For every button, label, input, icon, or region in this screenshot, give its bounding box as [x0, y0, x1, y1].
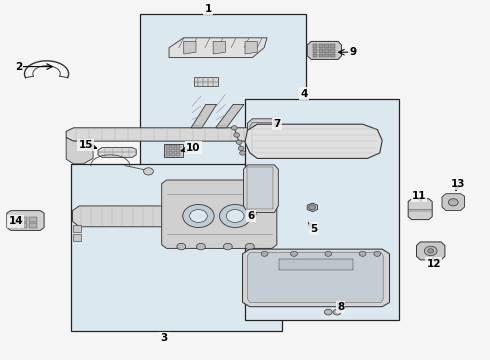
Circle shape	[220, 204, 251, 228]
Text: 10: 10	[186, 143, 201, 153]
Polygon shape	[279, 259, 353, 270]
Bar	[176, 153, 180, 156]
Polygon shape	[194, 77, 218, 86]
Bar	[11, 217, 18, 222]
Bar	[330, 44, 335, 48]
Circle shape	[309, 205, 316, 210]
Circle shape	[234, 133, 240, 137]
Circle shape	[183, 204, 214, 228]
Polygon shape	[247, 119, 277, 137]
Text: 12: 12	[426, 258, 441, 269]
Polygon shape	[164, 144, 183, 157]
Polygon shape	[245, 41, 257, 54]
Polygon shape	[191, 104, 217, 128]
Bar	[171, 149, 175, 152]
Bar	[171, 153, 175, 156]
Polygon shape	[73, 206, 176, 227]
Polygon shape	[66, 138, 93, 164]
Bar	[166, 145, 170, 148]
Bar	[330, 54, 335, 57]
Bar	[166, 149, 170, 152]
Polygon shape	[73, 234, 81, 241]
Bar	[318, 44, 323, 48]
Bar	[140, 14, 306, 180]
Bar	[176, 145, 180, 148]
Bar	[166, 153, 170, 156]
Bar	[313, 54, 317, 57]
Bar	[29, 217, 37, 222]
Circle shape	[359, 251, 366, 256]
Polygon shape	[247, 167, 273, 209]
Circle shape	[190, 210, 207, 222]
Text: 4: 4	[300, 89, 308, 99]
Polygon shape	[247, 253, 383, 302]
Bar	[29, 223, 37, 228]
Circle shape	[333, 309, 341, 315]
Polygon shape	[307, 203, 318, 212]
Circle shape	[226, 210, 244, 222]
Polygon shape	[184, 41, 196, 54]
Circle shape	[325, 251, 332, 256]
Circle shape	[223, 243, 232, 250]
Text: 13: 13	[451, 179, 465, 189]
Bar	[11, 223, 18, 228]
Circle shape	[144, 168, 153, 175]
Text: 1: 1	[205, 4, 212, 14]
Bar	[330, 49, 335, 53]
Circle shape	[374, 251, 381, 256]
Polygon shape	[307, 41, 342, 59]
Circle shape	[291, 251, 297, 256]
Polygon shape	[416, 242, 445, 260]
Circle shape	[448, 199, 458, 206]
Polygon shape	[442, 194, 465, 211]
Bar	[318, 49, 323, 53]
Polygon shape	[213, 41, 225, 54]
Polygon shape	[408, 199, 432, 220]
Circle shape	[324, 309, 332, 315]
Bar	[313, 44, 317, 48]
Polygon shape	[66, 128, 267, 141]
Bar	[71, 164, 282, 331]
Text: 14: 14	[8, 216, 23, 226]
Circle shape	[245, 243, 254, 250]
Polygon shape	[169, 38, 267, 58]
Polygon shape	[244, 165, 278, 212]
Polygon shape	[98, 148, 136, 157]
Text: 11: 11	[412, 191, 426, 201]
Text: 6: 6	[247, 211, 254, 221]
Bar	[318, 54, 323, 57]
Bar	[176, 149, 180, 152]
Polygon shape	[245, 124, 382, 158]
Text: 8: 8	[337, 302, 344, 312]
Bar	[324, 54, 329, 57]
Bar	[245, 99, 399, 320]
Bar	[324, 44, 329, 48]
Polygon shape	[7, 211, 44, 230]
Bar	[20, 217, 27, 222]
Bar	[313, 49, 317, 53]
Bar	[20, 223, 27, 228]
Text: 3: 3	[161, 333, 168, 343]
Circle shape	[238, 146, 244, 150]
Circle shape	[261, 251, 268, 256]
Circle shape	[428, 249, 434, 253]
Text: 2: 2	[15, 62, 22, 72]
Circle shape	[240, 151, 245, 155]
Bar	[171, 145, 175, 148]
Polygon shape	[243, 249, 390, 307]
Circle shape	[424, 246, 437, 256]
Text: 15: 15	[78, 140, 93, 150]
Polygon shape	[73, 225, 81, 232]
Text: 9: 9	[349, 47, 356, 57]
Polygon shape	[250, 122, 273, 134]
Circle shape	[196, 243, 205, 250]
Text: 7: 7	[273, 119, 281, 129]
Polygon shape	[216, 104, 244, 128]
Bar	[324, 49, 329, 53]
Text: 5: 5	[310, 224, 317, 234]
Circle shape	[236, 140, 242, 144]
Circle shape	[231, 126, 237, 130]
Polygon shape	[162, 180, 277, 248]
Circle shape	[177, 243, 186, 250]
